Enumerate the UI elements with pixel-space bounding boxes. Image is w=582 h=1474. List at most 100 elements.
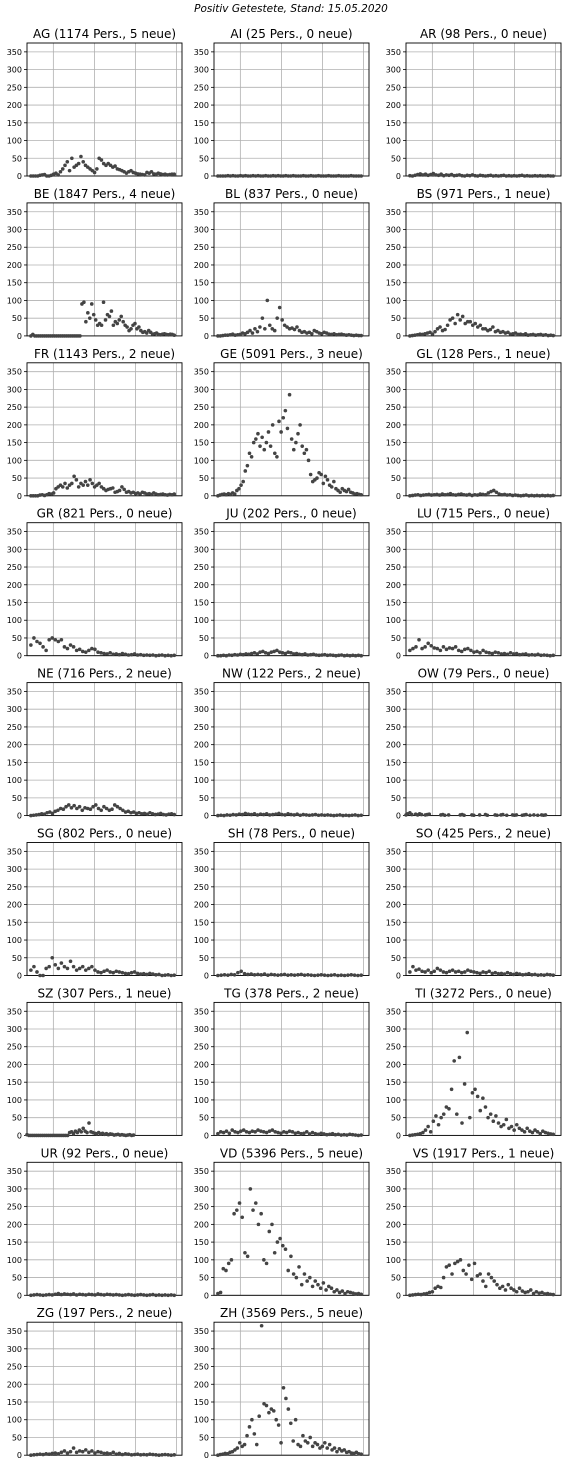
data-point: [254, 1442, 259, 1447]
data-point: [68, 1449, 73, 1454]
data-point: [68, 643, 73, 647]
data-point: [332, 1289, 337, 1294]
data-point: [528, 1288, 533, 1292]
data-point: [71, 1131, 76, 1136]
data-point: [439, 1115, 443, 1120]
data-point: [304, 447, 309, 452]
data-point: [110, 807, 114, 812]
data-point: [306, 653, 310, 657]
data-point: [453, 321, 457, 326]
data-point: [345, 1133, 349, 1137]
data-point: [342, 653, 347, 658]
y-tick-label: 50: [12, 1114, 22, 1123]
subplot-ai: AI (25 Pers., 0 neue) 0 50 100 150 200 250 300 3…: [194, 27, 370, 181]
data-point: [65, 646, 70, 651]
subplot-sz: SZ (307 Pers., 1 neue) 0 50 100 150 200 250 300…: [7, 986, 183, 1140]
data-point: [256, 1128, 260, 1132]
data-point: [473, 1087, 477, 1092]
data-point: [169, 1293, 173, 1297]
data-point: [166, 1453, 170, 1457]
subplot-be: BE (1847 Pers., 4 neue) 0 50 100 150 200 250 30…: [7, 187, 183, 341]
data-point: [445, 323, 450, 328]
subplot-title: SZ (307 Pers., 1 neue): [38, 986, 172, 1000]
y-tick-label: 200: [7, 1060, 22, 1069]
data-point: [120, 1293, 125, 1298]
data-point: [532, 813, 536, 817]
data-point: [247, 652, 251, 657]
data-point: [305, 1279, 309, 1283]
y-tick-label: 100: [194, 1256, 209, 1265]
data-point: [427, 812, 432, 816]
data-point: [105, 1451, 109, 1455]
data-point: [321, 481, 326, 486]
y-tick-label: 150: [194, 1238, 209, 1247]
data-point: [245, 1433, 249, 1438]
data-point: [111, 970, 116, 975]
data-point: [50, 811, 55, 816]
data-point: [154, 1453, 158, 1457]
data-point: [302, 1131, 306, 1136]
y-tick-label: 300: [386, 1025, 401, 1034]
data-point: [247, 1130, 252, 1135]
data-point: [87, 1121, 91, 1125]
data-point: [291, 447, 296, 452]
data-point: [301, 812, 306, 817]
data-point: [93, 1451, 97, 1455]
y-tick-label: 350: [7, 1327, 22, 1336]
data-point: [97, 481, 101, 486]
data-point: [291, 1272, 296, 1276]
data-point: [141, 1293, 146, 1297]
data-point: [285, 426, 290, 431]
data-point: [485, 813, 490, 818]
data-point: [441, 970, 446, 974]
axes-frame: [26, 42, 183, 177]
subplot-title: SG (802 Pers., 0 neue): [37, 827, 172, 841]
data-point: [56, 1451, 61, 1456]
data-point: [154, 653, 158, 658]
y-tick-label: 250: [194, 1203, 209, 1212]
data-point: [470, 1091, 475, 1095]
data-point: [172, 653, 177, 658]
data-point: [423, 1128, 428, 1132]
subplot-title: UR (92 Pers., 0 neue): [41, 1146, 169, 1160]
data-point: [264, 440, 269, 445]
data-point: [153, 812, 158, 817]
axes-frame: [213, 1161, 370, 1296]
data-point: [38, 1293, 42, 1297]
data-point: [310, 813, 315, 817]
data-point: [336, 973, 340, 978]
data-point: [494, 1114, 498, 1118]
data-point: [241, 479, 245, 484]
data-point: [551, 1292, 556, 1297]
data-point: [298, 1444, 303, 1449]
data-point: [475, 493, 480, 497]
y-tick-label: 150: [194, 439, 209, 448]
data-point: [105, 968, 109, 972]
y-tick-label: 150: [7, 439, 22, 448]
data-point: [227, 653, 231, 657]
data-point: [264, 1261, 269, 1266]
data-point: [410, 493, 415, 498]
data-point: [53, 1451, 58, 1455]
data-point: [99, 323, 104, 328]
data-point: [83, 479, 88, 484]
y-tick-label: 200: [386, 581, 401, 590]
data-point: [443, 492, 447, 497]
data-point: [322, 652, 327, 657]
data-point: [280, 318, 284, 322]
data-point: [115, 804, 120, 809]
data-point: [135, 971, 140, 976]
y-tick-label: 350: [7, 1007, 22, 1016]
data-point: [307, 1132, 312, 1136]
y-tick-label: 200: [386, 421, 401, 430]
data-point: [80, 1449, 85, 1454]
data-point: [548, 174, 553, 178]
data-point: [77, 1292, 82, 1297]
data-point: [429, 493, 434, 497]
data-point: [477, 813, 482, 817]
data-point: [335, 1288, 339, 1292]
data-point: [47, 637, 51, 642]
data-point: [541, 174, 545, 178]
data-point: [408, 494, 412, 498]
y-tick-label: 0: [17, 332, 22, 341]
